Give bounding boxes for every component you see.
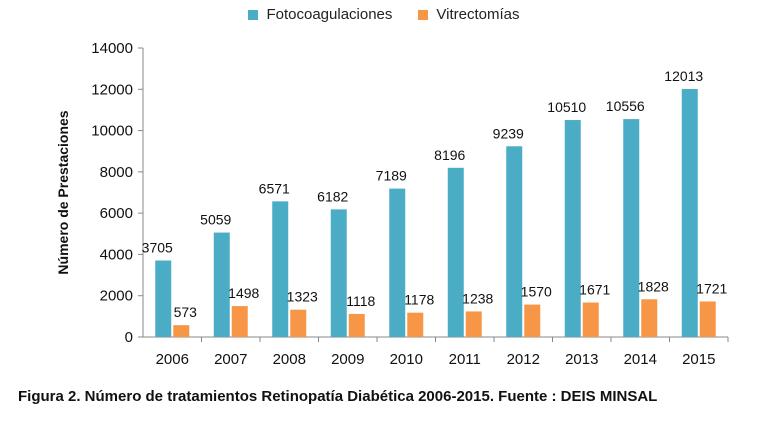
data-label-fotocoagulaciones: 10510 — [547, 99, 586, 115]
data-label-fotocoagulaciones: 3705 — [142, 240, 173, 256]
bar-vitrectomias — [582, 302, 599, 337]
bar-fotocoagulaciones — [213, 232, 230, 337]
data-label-fotocoagulaciones: 6182 — [317, 188, 348, 204]
bar-vitrectomias — [641, 299, 658, 337]
bar-fotocoagulaciones — [272, 201, 289, 337]
bar-vitrectomias — [407, 312, 424, 337]
figure-caption: Figura 2. Número de tratamientos Retinop… — [18, 388, 658, 405]
y-tick-label: 2000 — [100, 288, 133, 305]
y-tick-label: 6000 — [100, 205, 133, 222]
data-label-fotocoagulaciones: 9239 — [493, 125, 524, 141]
data-label-fotocoagulaciones: 12013 — [664, 68, 703, 84]
y-tick-label: 12000 — [91, 81, 133, 98]
bar-vitrectomias — [290, 309, 307, 337]
y-tick-label: 10000 — [91, 123, 133, 140]
y-tick-label: 8000 — [100, 164, 133, 181]
data-label-vitrectomias: 1323 — [287, 289, 318, 305]
x-tick-label: 2011 — [449, 351, 481, 368]
data-label-vitrectomias: 1671 — [579, 282, 610, 298]
bar-vitrectomias — [524, 304, 541, 337]
bar-fotocoagulaciones — [506, 146, 523, 337]
legend-label-vitrectomias: Vitrectomías — [436, 6, 520, 23]
x-tick-label: 2008 — [273, 351, 306, 368]
legend-item-vitrectomias: Vitrectomías — [418, 6, 520, 23]
y-tick-label: 14000 — [91, 40, 133, 57]
x-tick-label: 2007 — [214, 351, 247, 368]
data-label-vitrectomias: 1238 — [462, 290, 493, 306]
bar-chart: 0 2000 4000 6000 8000 10000 12000 14000 Número d… — [55, 40, 729, 368]
x-tick-label: 2012 — [507, 351, 540, 368]
data-label-fotocoagulaciones: 8196 — [434, 147, 465, 163]
data-label-fotocoagulaciones: 6571 — [259, 180, 290, 196]
legend-label-fotocoagulaciones: Fotocoagulaciones — [266, 6, 393, 23]
data-label-vitrectomias: 1828 — [638, 278, 669, 294]
bar-fotocoagulaciones — [564, 120, 581, 337]
data-label-vitrectomias: 1498 — [228, 285, 259, 301]
bar-fotocoagulaciones — [623, 119, 640, 338]
bar-fotocoagulaciones — [330, 209, 347, 337]
legend-item-fotocoagulaciones: Fotocoagulaciones — [248, 6, 392, 23]
bar-vitrectomias — [231, 306, 248, 337]
legend-swatch-fotocoagulaciones — [248, 9, 259, 20]
data-label-vitrectomias: 573 — [174, 304, 198, 320]
x-tick-label: 2015 — [682, 351, 715, 368]
x-tick-label: 2009 — [331, 351, 364, 368]
bar-fotocoagulaciones — [447, 167, 464, 337]
bar-vitrectomias — [699, 301, 716, 337]
legend: Fotocoagulaciones Vitrectomías — [0, 6, 768, 23]
data-label-vitrectomias: 1570 — [521, 284, 552, 300]
data-label-vitrectomias: 1178 — [404, 292, 434, 308]
bar-fotocoagulaciones — [155, 260, 172, 337]
x-tick-label: 2010 — [390, 351, 423, 368]
x-tick-label: 2014 — [624, 351, 657, 368]
bar-vitrectomias — [465, 311, 482, 337]
data-label-vitrectomias: 1721 — [696, 280, 727, 296]
bar-vitrectomias — [173, 325, 190, 337]
y-tick-label: 0 — [125, 329, 133, 346]
legend-swatch-vitrectomias — [418, 9, 429, 20]
bar-fotocoagulaciones — [681, 89, 698, 337]
y-axis-label: Número de Prestaciones — [55, 110, 71, 274]
y-tick-label: 4000 — [100, 246, 133, 263]
x-tick-label: 2006 — [156, 351, 189, 368]
bar-fotocoagulaciones — [389, 188, 406, 337]
data-label-fotocoagulaciones: 5059 — [200, 212, 231, 228]
bar-vitrectomias — [348, 313, 365, 337]
x-tick-label: 2013 — [565, 351, 598, 368]
data-label-vitrectomias: 1118 — [346, 293, 375, 309]
data-label-fotocoagulaciones: 10556 — [606, 98, 645, 114]
data-label-fotocoagulaciones: 7189 — [376, 168, 407, 184]
